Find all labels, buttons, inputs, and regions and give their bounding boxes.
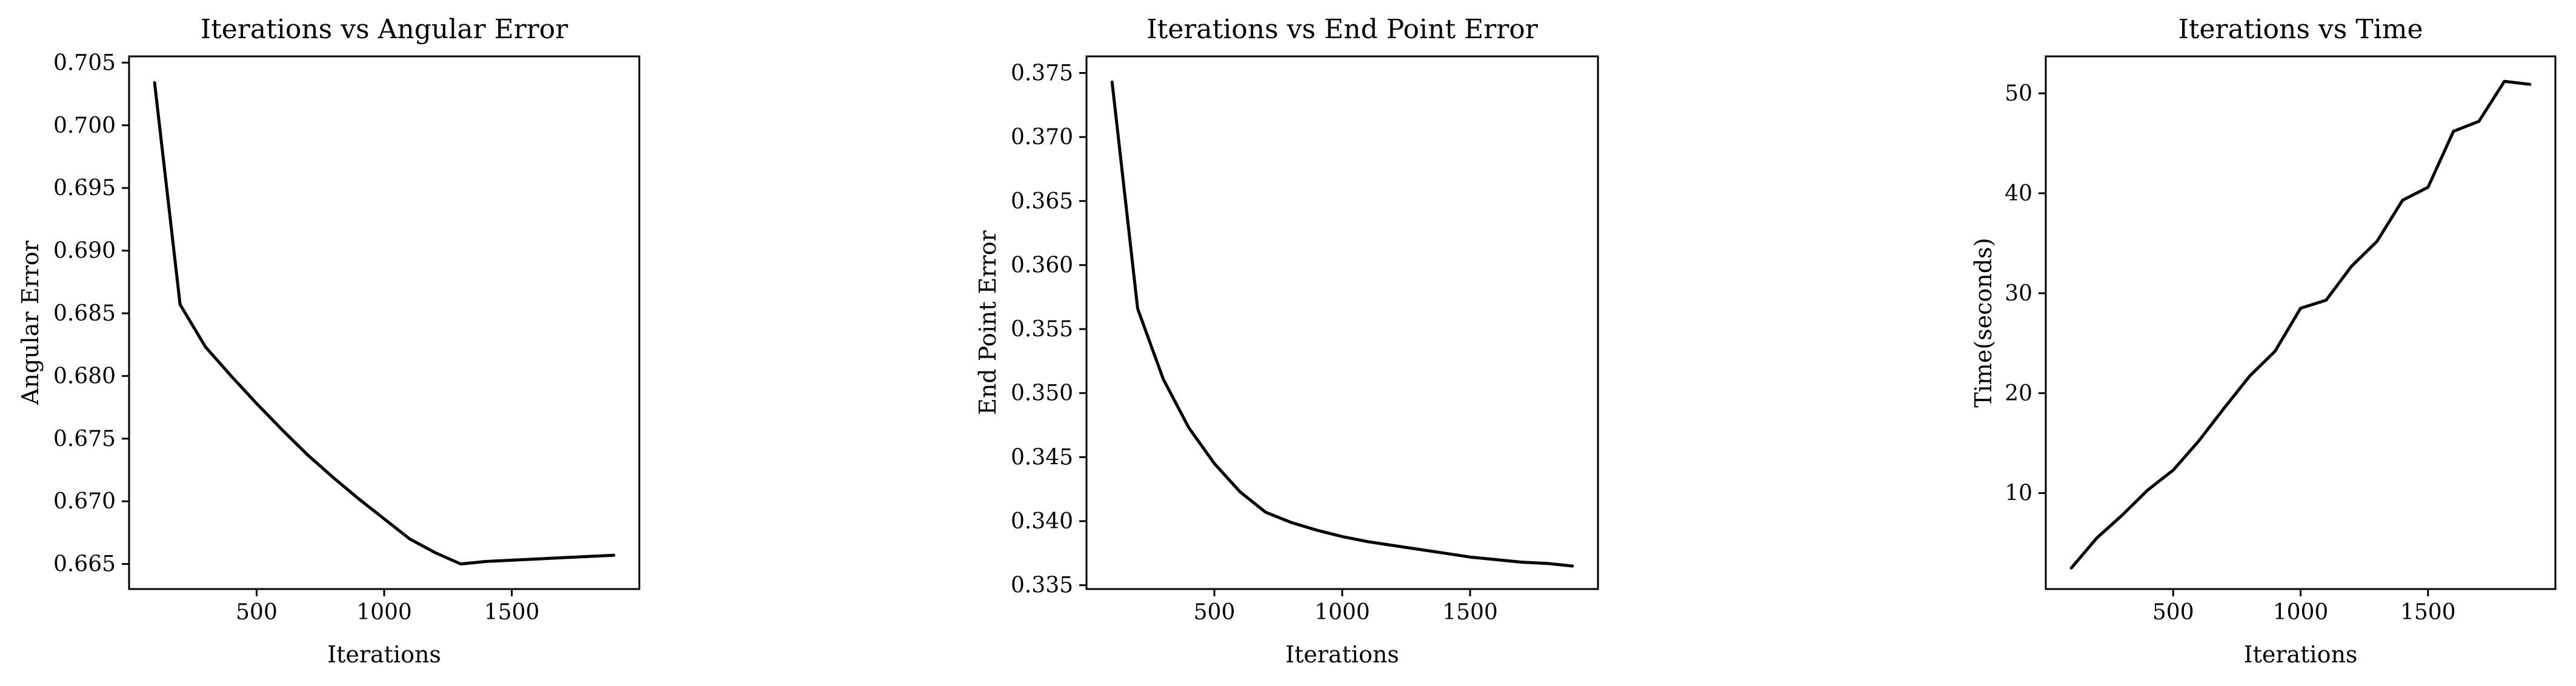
x-tick-label: 1500 — [1442, 600, 1498, 625]
plot-frame — [128, 55, 641, 590]
x-tick-label: 500 — [236, 600, 278, 625]
y-tick-label: 0.705 — [53, 50, 116, 75]
x-tick-label: 1500 — [484, 600, 540, 625]
y-tick-label: 0.345 — [1011, 445, 1073, 470]
chart-title: Iterations vs Angular Error — [201, 14, 569, 45]
chart-panel-1: Iterations vs Angular Error 500 1000 1500 It… — [17, 14, 641, 668]
y-tick-label: 20 — [2005, 381, 2032, 406]
plot-frame — [2045, 55, 2557, 590]
x-tick-label: 1000 — [356, 600, 412, 625]
y-tick-label: 0.355 — [1011, 317, 1073, 342]
series-line — [153, 81, 616, 566]
chart-title: Iterations vs End Point Error — [1147, 14, 1539, 45]
x-tick-label: 500 — [2152, 600, 2194, 625]
y-tick-label: 0.375 — [1011, 61, 1073, 85]
y-axis-label: End Point Error — [974, 230, 1001, 415]
series-line — [1110, 80, 1574, 568]
chart-panel-2: Iterations vs End Point Error 500 1000 1500… — [974, 14, 1599, 668]
y-tick-label: 0.350 — [1011, 381, 1073, 406]
x-tick-label: 1500 — [2400, 600, 2456, 625]
y-tick-label: 0.360 — [1011, 253, 1073, 278]
x-axis-label: Iterations — [2244, 641, 2358, 668]
chart-panel-3: Iterations vs Time 500 1000 1500 Iterations 1… — [1970, 14, 2557, 668]
y-axis-label: Time(seconds) — [1970, 238, 1997, 407]
y-tick-label: 0.340 — [1011, 509, 1073, 534]
y-tick-label: 0.680 — [53, 364, 116, 388]
y-tick-label: 40 — [2005, 181, 2032, 206]
x-axis-label: Iterations — [1285, 641, 1399, 668]
y-tick-label: 0.365 — [1011, 189, 1073, 214]
series-line — [2069, 79, 2532, 570]
y-tick-label: 0.670 — [53, 489, 116, 514]
x-axis-label: Iterations — [327, 641, 441, 668]
y-tick-label: 10 — [2005, 481, 2032, 506]
y-tick-label: 0.675 — [53, 427, 116, 451]
y-tick-label: 0.370 — [1011, 125, 1073, 150]
y-tick-label: 0.695 — [53, 176, 116, 201]
y-tick-label: 0.690 — [53, 239, 116, 264]
y-tick-label: 0.335 — [1011, 573, 1073, 598]
x-tick-label: 500 — [1194, 600, 1236, 625]
y-tick-label: 0.685 — [53, 301, 116, 326]
y-tick-label: 0.665 — [53, 552, 116, 577]
x-tick-label: 1000 — [2273, 600, 2329, 625]
y-axis-label: Angular Error — [17, 240, 44, 405]
chart-title: Iterations vs Time — [2178, 14, 2423, 45]
x-tick-label: 1000 — [1314, 600, 1370, 625]
plot-frame — [1085, 55, 1599, 590]
y-tick-label: 30 — [2005, 281, 2032, 306]
y-tick-label: 50 — [2005, 81, 2032, 106]
y-tick-label: 0.700 — [53, 113, 116, 138]
